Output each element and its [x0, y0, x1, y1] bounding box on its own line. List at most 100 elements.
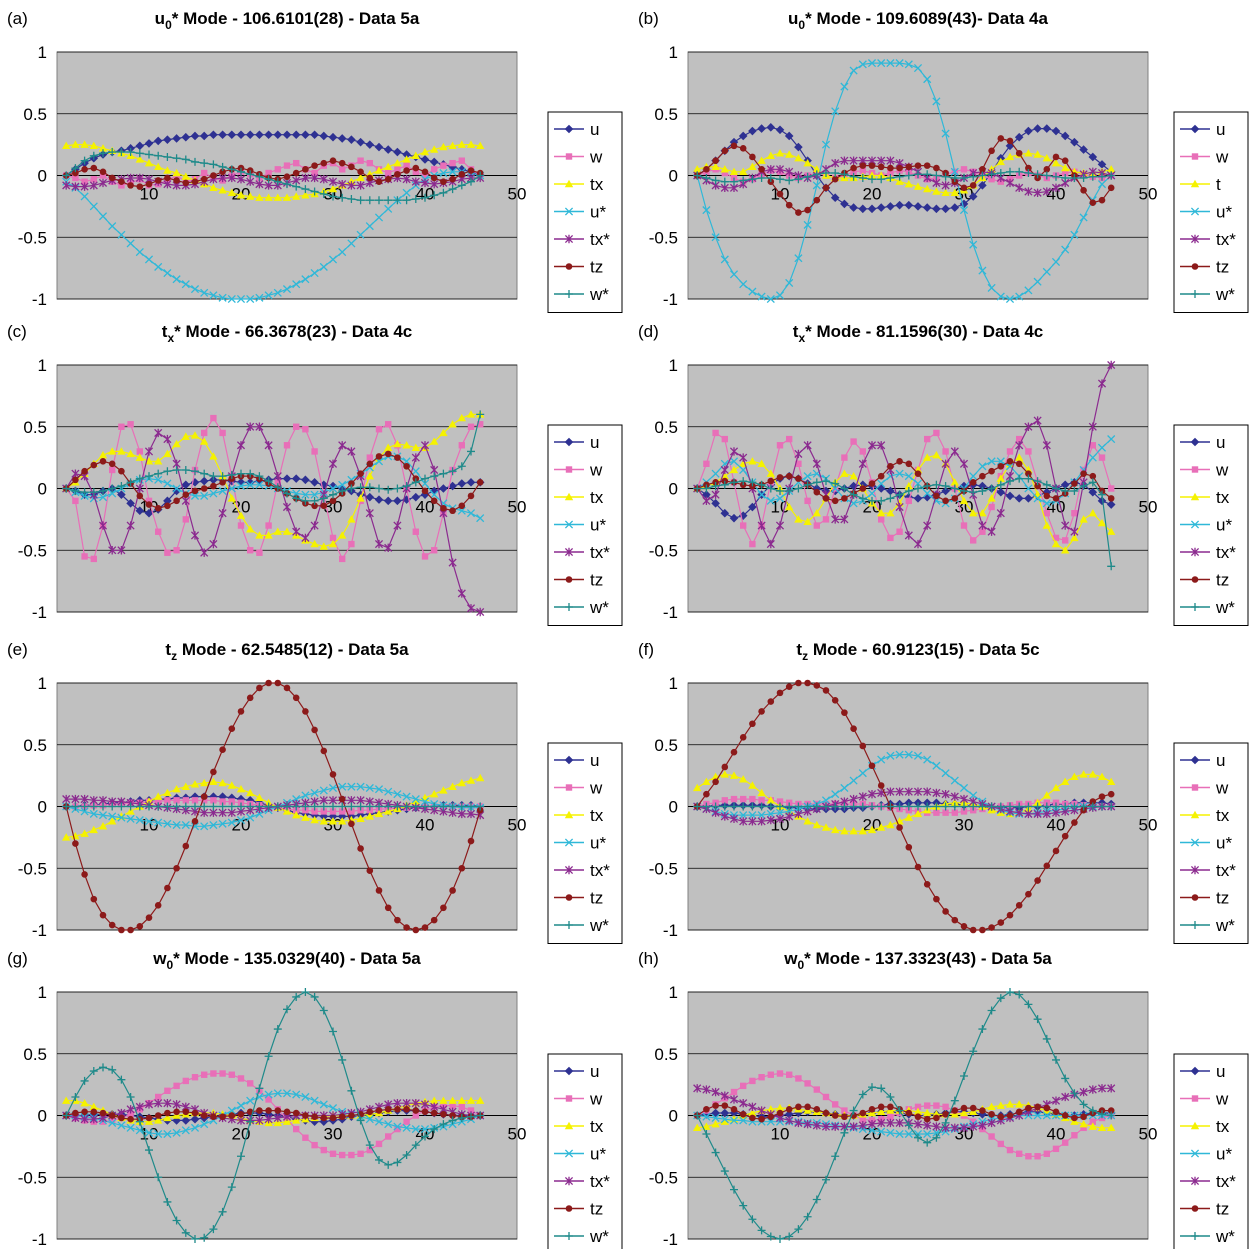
data-point	[711, 802, 720, 811]
data-point	[403, 924, 410, 931]
data-point	[776, 802, 784, 811]
data-point	[227, 781, 236, 789]
data-point	[393, 1158, 402, 1167]
data-point	[767, 1071, 774, 1078]
data-point	[246, 788, 255, 797]
data-point	[191, 487, 199, 495]
data-point	[923, 1108, 932, 1117]
data-point	[1016, 435, 1023, 443]
data-point	[182, 516, 189, 523]
data-point	[320, 747, 328, 755]
data-point	[274, 679, 282, 687]
data-point	[264, 291, 273, 300]
data-point	[739, 811, 748, 820]
data-point	[236, 191, 246, 199]
data-point	[803, 802, 812, 811]
data-point	[969, 172, 978, 181]
data-point	[412, 528, 419, 535]
data-point	[969, 240, 978, 249]
data-point	[959, 459, 969, 468]
series-tz	[693, 458, 1115, 505]
data-point	[145, 150, 153, 159]
chart-panel-7: 10.50-0.5-110 20 30 40 50(g) w0* Mode - 135.0…	[7, 949, 623, 1249]
legend-entry: u*	[1180, 516, 1232, 535]
data-point	[449, 159, 456, 167]
data-point	[467, 802, 475, 811]
legend-marker	[564, 1066, 574, 1076]
data-point	[729, 1116, 739, 1125]
data-point	[703, 460, 710, 467]
data-point	[273, 1118, 282, 1127]
data-point	[1025, 470, 1032, 477]
data-point	[776, 474, 784, 481]
data-point	[1006, 458, 1014, 465]
title-subscript: 0	[798, 18, 805, 32]
data-point	[812, 820, 821, 829]
y-tick-label: 1	[669, 356, 678, 375]
series-tz	[62, 1106, 484, 1123]
data-point	[905, 497, 912, 505]
data-point	[1070, 173, 1079, 182]
data-point	[702, 206, 711, 215]
data-point	[1052, 172, 1060, 181]
data-point	[933, 164, 940, 172]
data-point	[877, 1107, 886, 1115]
data-point	[730, 1185, 738, 1194]
data-point	[328, 177, 338, 186]
data-point	[310, 173, 319, 183]
data-point	[1071, 510, 1078, 517]
data-point	[430, 490, 439, 499]
data-point	[1015, 474, 1024, 483]
data-point	[730, 142, 738, 150]
data-point	[941, 1118, 950, 1127]
y-tick-label: -1	[32, 921, 47, 940]
data-point	[988, 467, 995, 475]
data-point	[720, 812, 729, 821]
data-point	[730, 748, 738, 756]
series-line	[66, 1072, 481, 1156]
data-point	[126, 1092, 135, 1101]
data-point	[858, 60, 867, 69]
data-point	[950, 173, 959, 182]
data-point	[402, 482, 411, 491]
data-point	[320, 1146, 327, 1154]
data-point	[264, 175, 273, 184]
legend-entry: tz	[554, 889, 603, 908]
data-point	[923, 1138, 932, 1147]
data-point	[739, 802, 748, 811]
y-tick-label: 1	[38, 356, 47, 375]
title-main: t	[162, 322, 168, 341]
data-point	[785, 278, 794, 288]
data-point	[421, 487, 429, 495]
legend-marker	[565, 466, 573, 473]
legend-marker	[1190, 437, 1200, 447]
data-point	[190, 1114, 200, 1124]
data-point	[702, 1122, 711, 1130]
data-point	[181, 280, 190, 289]
legend-marker	[1190, 865, 1200, 875]
data-point	[1061, 1112, 1069, 1119]
data-point	[877, 156, 886, 165]
data-point	[255, 193, 264, 201]
data-point	[978, 521, 987, 530]
data-point	[144, 1100, 154, 1109]
data-point	[1060, 131, 1070, 141]
data-point	[109, 1117, 116, 1124]
data-point	[98, 822, 108, 830]
data-point	[941, 459, 950, 468]
data-point	[292, 810, 301, 819]
data-point	[895, 1129, 904, 1139]
data-point	[374, 495, 384, 504]
data-point	[190, 792, 200, 801]
data-point	[403, 462, 410, 470]
data-point	[867, 204, 877, 214]
legend-marker	[1191, 466, 1199, 473]
data-point	[784, 1109, 794, 1119]
data-point	[292, 182, 301, 191]
data-point	[384, 807, 393, 815]
data-point	[711, 482, 720, 491]
data-point	[181, 432, 190, 440]
data-point	[328, 459, 338, 468]
legend-entry: w	[1180, 461, 1229, 480]
data-point	[1043, 1104, 1051, 1112]
